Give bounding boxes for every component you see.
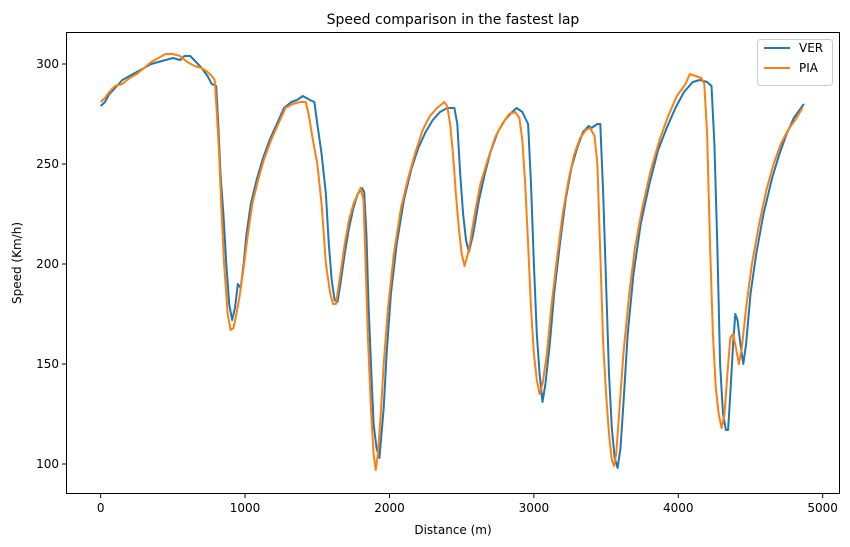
plot-area bbox=[66, 32, 840, 494]
y-tick-label: 150 bbox=[36, 357, 59, 371]
y-tick-label: 300 bbox=[36, 57, 59, 71]
series-layer bbox=[100, 53, 805, 471]
x-tick-label: 3000 bbox=[519, 501, 550, 515]
series-line-ver bbox=[100, 55, 805, 469]
series-line-pia bbox=[100, 53, 804, 471]
chart-title: Speed comparison in the fastest lap bbox=[327, 12, 580, 28]
legend: VER PIA bbox=[757, 39, 833, 86]
y-axis-ticks: 100 150 200 250 300 bbox=[36, 57, 66, 471]
y-axis-label: Speed (Km/h) bbox=[10, 222, 24, 304]
x-axis-ticks: 0 1000 2000 3000 4000 5000 bbox=[97, 494, 838, 515]
legend-box bbox=[757, 39, 833, 86]
y-tick-label: 100 bbox=[36, 457, 59, 471]
y-tick-label: 200 bbox=[36, 257, 59, 271]
y-tick-label: 250 bbox=[36, 157, 59, 171]
x-tick-label: 2000 bbox=[374, 501, 405, 515]
x-tick-label: 5000 bbox=[807, 501, 838, 515]
legend-label-ver: VER bbox=[799, 41, 823, 55]
x-tick-label: 0 bbox=[97, 501, 105, 515]
x-tick-label: 4000 bbox=[663, 501, 694, 515]
plot-frame bbox=[66, 32, 840, 494]
x-tick-label: 1000 bbox=[230, 501, 261, 515]
legend-label-pia: PIA bbox=[799, 61, 819, 75]
x-axis-label: Distance (m) bbox=[414, 523, 491, 537]
